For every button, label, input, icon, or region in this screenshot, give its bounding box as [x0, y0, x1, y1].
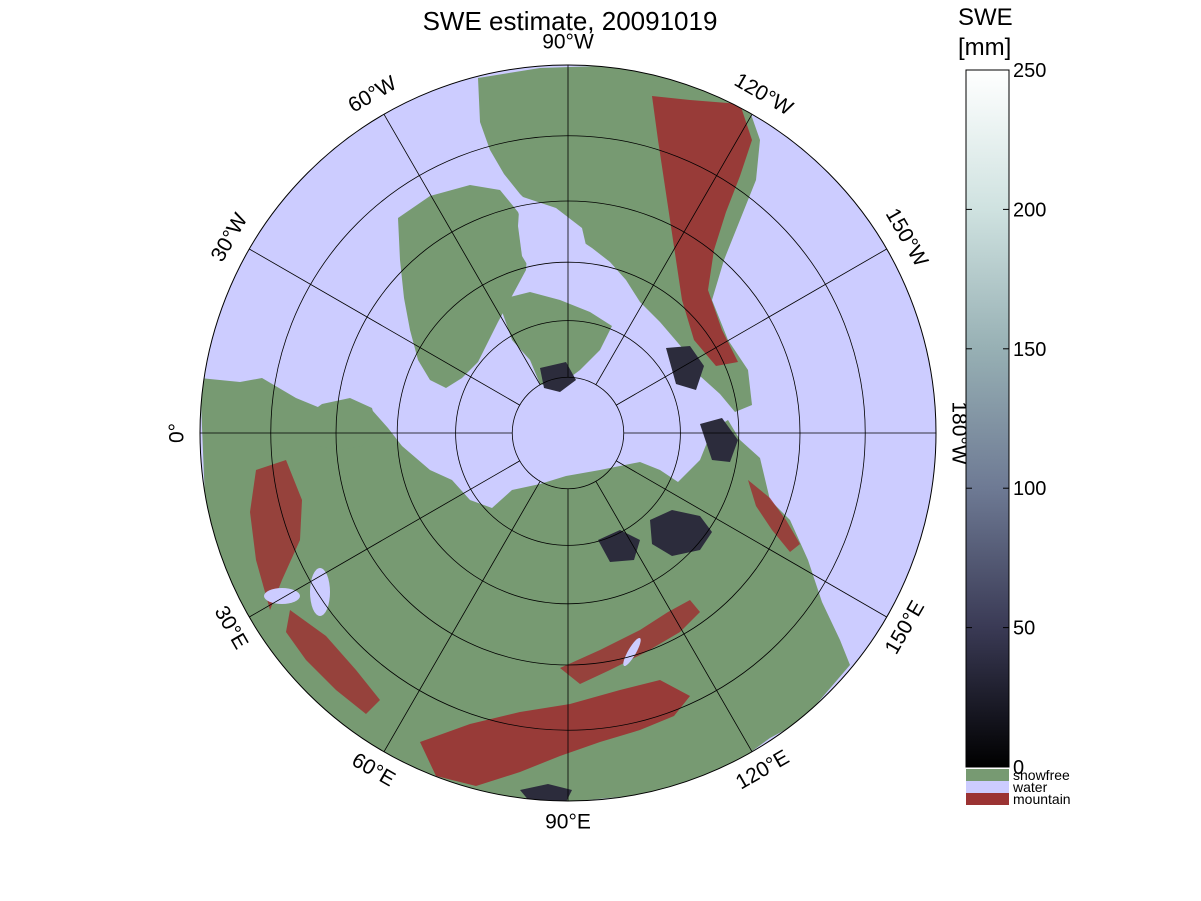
snow-siberia-1	[650, 510, 712, 556]
meridian-label: 90°E	[545, 811, 591, 834]
meridian-label: 0°	[166, 423, 189, 443]
meridian-line	[616, 248, 887, 406]
land-greenland	[398, 185, 528, 388]
meridian-line	[249, 460, 520, 618]
meridian-line	[595, 481, 753, 752]
colorbar-category-swatch	[966, 781, 1009, 793]
meridian-line	[616, 460, 887, 618]
colorbar-tick-label: 250	[1013, 60, 1046, 82]
water-caspian	[310, 568, 330, 616]
colorbar-tick-label: 0	[1013, 757, 1024, 779]
land-arctic-islands	[498, 292, 612, 388]
colorbar-category-label: water	[1012, 779, 1048, 795]
colorbar-tick-label: 200	[1013, 199, 1046, 221]
snow-alaska	[666, 346, 704, 390]
snow-arctic	[540, 362, 576, 392]
colorbar-tick-label: 100	[1013, 478, 1046, 500]
colorbar-category-label: mountain	[1013, 791, 1071, 807]
mountain-kamchatka	[748, 480, 800, 552]
colorbar-ticks: 0 50 100 150 200 250	[966, 60, 1046, 779]
mountain-europe	[250, 460, 302, 610]
mountain-rockies	[652, 96, 752, 366]
mountain-asia-east	[560, 600, 700, 684]
mountain-middle-east	[286, 610, 380, 714]
water-baikal	[623, 638, 641, 666]
colorbar-title-line: [mm]	[958, 34, 1012, 61]
colorbar-category-swatch	[966, 769, 1009, 781]
map-disc	[200, 65, 936, 801]
water-black-sea	[264, 588, 300, 604]
snow-tibet	[520, 784, 572, 801]
snow-siberia-3	[700, 418, 738, 462]
colorbar-title: SWE [mm]	[958, 3, 1013, 63]
meridian-label: 90°W	[542, 31, 594, 54]
meridian-line	[595, 114, 753, 385]
meridian-label: 180°W	[947, 401, 970, 464]
colorbar-tick-label: 150	[1013, 339, 1046, 361]
meridian-line	[383, 114, 541, 385]
colorbar-title-line: SWE	[958, 4, 1013, 31]
colorbar-category-label: snowfree	[1013, 767, 1070, 783]
colorbar-category-swatch	[966, 793, 1009, 805]
colorbar-tick-label: 50	[1013, 618, 1035, 640]
colorbar-gradient	[965, 69, 1010, 768]
map-boundary	[199, 64, 937, 802]
figure-title: SWE estimate, 20091019	[422, 6, 718, 36]
meridian-line	[383, 481, 541, 752]
mountain-himalaya	[420, 680, 690, 786]
land-scandinavia	[300, 398, 378, 450]
graticule	[200, 65, 936, 801]
meridian-line	[249, 248, 520, 406]
